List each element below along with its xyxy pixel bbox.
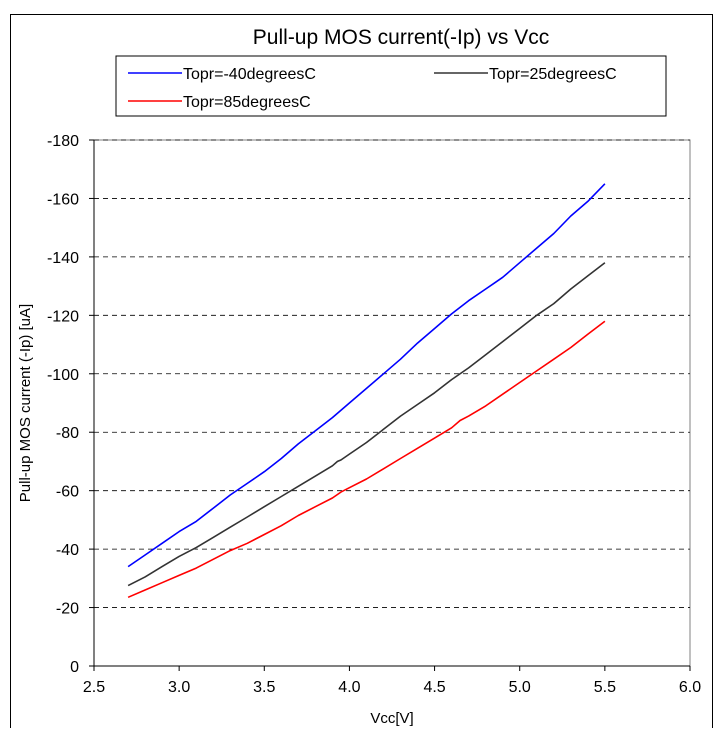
y-axis-ticks: 0 -20 -40 -60 -80 -100 -120 -140 -160 -180 <box>47 133 94 676</box>
x-axis-ticks: 2.5 3.0 3.5 4.0 4.5 5.0 5.5 6.0 <box>83 666 701 696</box>
x-tick-label: 5.0 <box>509 679 531 696</box>
y-tick-label: -140 <box>47 250 79 267</box>
y-tick-label: 0 <box>70 659 79 676</box>
y-tick-label: -20 <box>56 601 79 618</box>
legend-label-0: Topr=-40degreesC <box>183 66 316 83</box>
y-tick-label: -120 <box>47 308 79 325</box>
x-tick-label: 6.0 <box>679 679 701 696</box>
x-tick-label: 3.0 <box>168 679 190 696</box>
legend: Topr=-40degreesC Topr=25degreesC Topr=85de… <box>128 66 617 111</box>
x-tick-label: 2.5 <box>83 679 105 696</box>
series-line-1 <box>127 262 606 587</box>
y-tick-label: -160 <box>47 191 79 208</box>
y-tick-label: -100 <box>47 367 79 384</box>
series-line-2 <box>127 320 606 599</box>
series-line-0 <box>127 183 606 568</box>
x-tick-label: 3.5 <box>253 679 275 696</box>
y-tick-label: -60 <box>56 484 79 501</box>
x-tick-label: 4.5 <box>423 679 445 696</box>
chart-frame <box>10 14 713 728</box>
plot-area <box>93 139 691 667</box>
legend-label-2: Topr=85degreesC <box>183 94 311 111</box>
legend-box <box>115 55 667 117</box>
y-axis-label: Pull-up MOS current (-Ip) [uA] <box>17 304 34 502</box>
series-lines <box>127 183 606 599</box>
chart-title: Pull-up MOS current(-Ip) vs Vcc <box>253 26 549 49</box>
y-tick-label: -40 <box>56 542 79 559</box>
x-tick-label: 4.0 <box>338 679 360 696</box>
legend-label-1: Topr=25degreesC <box>489 66 617 83</box>
x-tick-label: 5.5 <box>594 679 616 696</box>
y-tick-label: -180 <box>47 133 79 150</box>
gridlines <box>94 139 690 608</box>
x-axis-label: Vcc[V] <box>370 710 413 727</box>
y-tick-label: -80 <box>56 425 79 442</box>
